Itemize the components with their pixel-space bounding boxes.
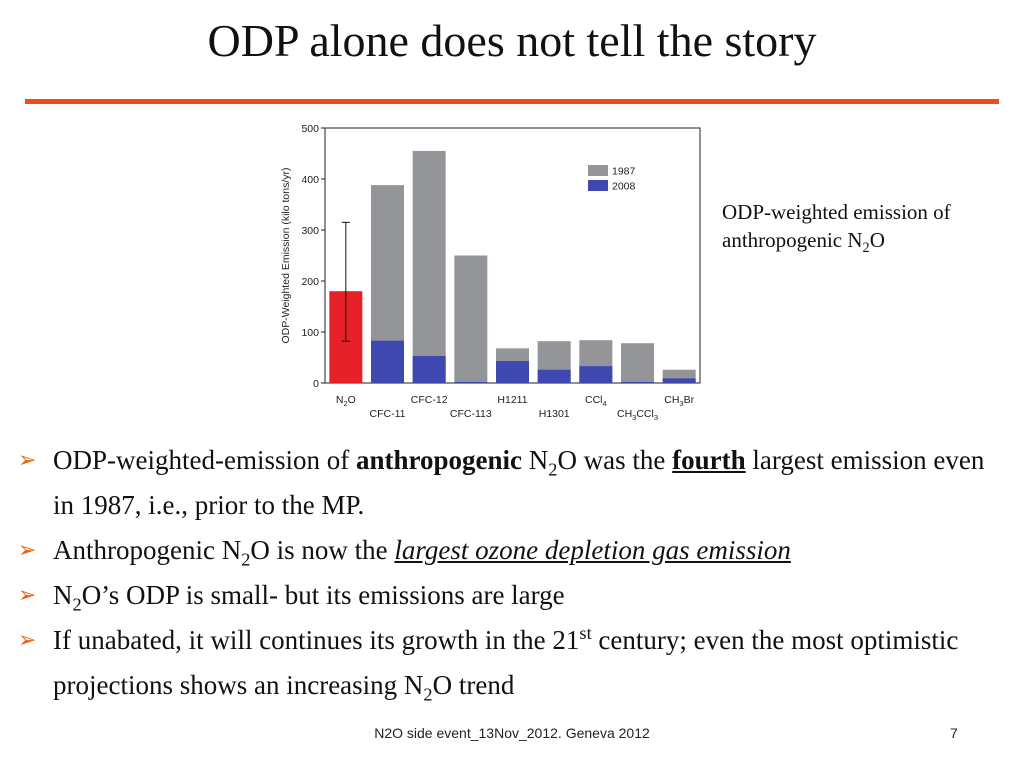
y-axis-label: ODP-Weighted Emission (kilo tons/yr) xyxy=(280,167,292,343)
bullet-text: O’s ODP is small- but its emissions are … xyxy=(81,580,565,610)
chart-annotation: ODP-weighted emission of anthropogenic N… xyxy=(722,199,1012,255)
y-tick-label: 400 xyxy=(301,174,319,186)
y-tick-label: 200 xyxy=(301,276,319,288)
legend-label-2008: 2008 xyxy=(612,181,636,193)
bar-2008 xyxy=(662,378,696,383)
annotation-line-1: ODP-weighted emission of xyxy=(722,200,951,224)
bullet-text: largest emission even in 1987, i.e., pri… xyxy=(53,445,985,520)
bullet-text: century; even the most optimistic projec… xyxy=(53,625,959,700)
bullet-item-1: ➢ ODP-weighted-emission of anthropogenic … xyxy=(18,438,1008,528)
bullet-sup: st xyxy=(579,623,592,643)
odp-bar-chart: 0 100 200 300 400 500 ODP-Weighted Emission (k… xyxy=(280,123,701,422)
bullet-emphasis: largest ozone depletion gas emission xyxy=(394,535,791,565)
bullet-sub: 2 xyxy=(241,549,251,570)
y-tick-label: 100 xyxy=(301,327,319,339)
bullet-item-4: ➢ If unabated, it will continues its grow… xyxy=(18,618,1008,708)
legend-swatch-1987 xyxy=(588,165,608,176)
bar-1987 xyxy=(621,343,654,383)
annotation-sub: 2 xyxy=(862,239,870,256)
x-category-label: H1211 xyxy=(497,394,527,406)
arrow-bullet-icon: ➢ xyxy=(18,448,37,473)
bar-2008 xyxy=(579,366,613,383)
annotation-text: anthropogenic N xyxy=(722,227,863,252)
y-tick-label: 500 xyxy=(301,123,319,135)
bullet-text: ODP-weighted-emission of xyxy=(53,445,356,475)
page-number: 7 xyxy=(950,725,958,741)
footer-text: N2O side event_13Nov_2012. Geneva 2012 xyxy=(374,725,650,741)
bullet-item-3: ➢ N2O’s ODP is small- but its emissions a… xyxy=(18,573,1008,618)
bullet-sub: 2 xyxy=(548,459,558,480)
bullet-text: N xyxy=(522,445,549,475)
y-tick-label: 300 xyxy=(301,225,319,237)
x-category-label: N2O xyxy=(336,394,356,408)
bullet-item-2: ➢ Anthropogenic N2O is now the largest oz… xyxy=(18,528,1008,573)
legend-swatch-2008 xyxy=(588,180,608,191)
arrow-bullet-icon: ➢ xyxy=(18,628,37,653)
bullet-bold: anthropogenic xyxy=(355,445,522,475)
x-category-label: CFC-113 xyxy=(450,408,492,420)
bullet-sub: 2 xyxy=(72,594,82,615)
x-category-label: CFC-11 xyxy=(370,408,406,420)
legend-label-1987: 1987 xyxy=(612,166,636,178)
y-tick-label: 0 xyxy=(313,378,319,390)
bullet-text: If unabated, it will continues its growt… xyxy=(53,625,580,655)
bullet-text: O is now the xyxy=(250,535,395,565)
bar-2008 xyxy=(496,361,529,383)
bar-2008 xyxy=(537,369,571,383)
bullet-text: O was the xyxy=(557,445,673,475)
annotation-line-2: anthropogenic N2O xyxy=(722,227,1012,255)
x-category-label: H1301 xyxy=(539,408,570,420)
bar-2008 xyxy=(412,355,446,383)
annotation-text-end: O xyxy=(869,227,885,252)
x-category-label: CCl4 xyxy=(585,394,607,408)
bullet-emphasis: fourth xyxy=(672,445,746,475)
x-category-label: CH3CCl3 xyxy=(617,408,658,422)
arrow-bullet-icon: ➢ xyxy=(18,583,37,608)
bullet-sub: 2 xyxy=(423,684,433,705)
bar-1987 xyxy=(454,255,488,383)
bar-1987 xyxy=(412,150,446,383)
x-category-label: CH3Br xyxy=(664,394,694,408)
title-divider xyxy=(25,99,999,104)
bullet-text: Anthropogenic N xyxy=(53,535,242,565)
bullet-text: N xyxy=(53,580,73,610)
x-category-label: CFC-12 xyxy=(411,394,448,406)
slide-title: ODP alone does not tell the story xyxy=(207,15,817,66)
bullet-list: ➢ ODP-weighted-emission of anthropogenic … xyxy=(18,438,1008,708)
bar-2008 xyxy=(371,340,404,383)
arrow-bullet-icon: ➢ xyxy=(18,538,37,563)
bullet-text: O trend xyxy=(432,670,515,700)
bar-2008 xyxy=(621,381,654,383)
bar-2008 xyxy=(454,381,488,383)
